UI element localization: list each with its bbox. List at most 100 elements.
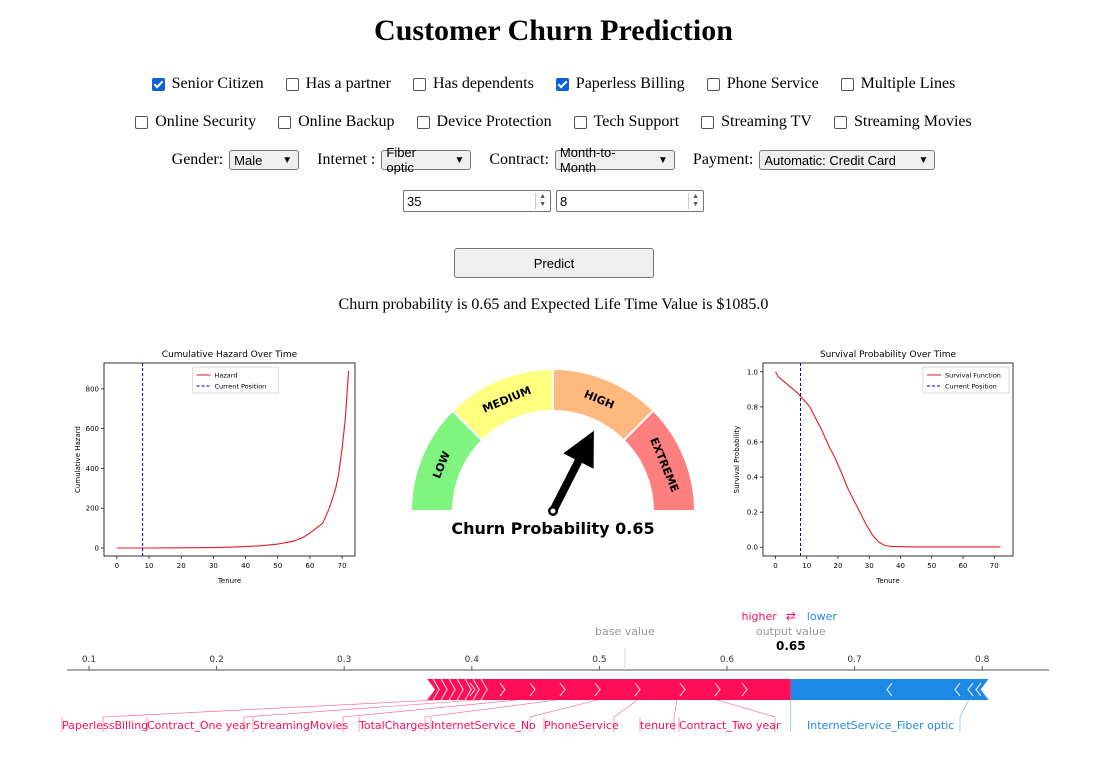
internet-label: Internet : xyxy=(317,151,376,168)
checkbox-box[interactable] xyxy=(833,115,847,129)
gauge-needle xyxy=(549,430,594,513)
y-tick-label: 0.8 xyxy=(747,403,758,411)
contract-label: Contract: xyxy=(489,151,549,168)
result-text: Churn probability is 0.65 and Expected L… xyxy=(338,296,769,313)
x-tick-label: 30 xyxy=(209,562,218,570)
checkbox-tech-support[interactable]: Tech Support xyxy=(573,113,680,131)
force-axis-tick-label: 0.6 xyxy=(720,655,735,665)
checkbox-label: Senior Citizen xyxy=(171,75,264,92)
force-axis-tick-label: 0.1 xyxy=(82,655,96,665)
x-tick-label: 50 xyxy=(273,562,282,570)
contract-select[interactable]: Month-to-Month ▼ xyxy=(554,145,675,175)
gauge-band-extreme xyxy=(622,409,697,512)
y-axis-label: Survival Probability xyxy=(733,426,741,493)
force-feature-label: tenure xyxy=(640,719,676,732)
predict-button[interactable]: Predict xyxy=(454,248,654,278)
spinner-icon[interactable]: ▲ ▼ xyxy=(688,193,699,209)
force-chevron xyxy=(679,682,686,697)
checkbox-senior-citizen[interactable]: Senior Citizen xyxy=(151,75,264,93)
lower-label: lower xyxy=(807,610,838,623)
force-axis-tick-label: 0.3 xyxy=(337,655,351,665)
checkbox-paperless-billing[interactable]: Paperless Billing xyxy=(555,75,685,93)
checkbox-box[interactable] xyxy=(701,115,715,129)
series-line xyxy=(775,371,1001,548)
payment-select[interactable]: Automatic: Credit Card ▼ xyxy=(759,150,936,170)
checkbox-box[interactable] xyxy=(555,77,569,91)
checkbox-device-protection[interactable]: Device Protection xyxy=(416,113,552,131)
gauge-label: Churn Probability 0.65 xyxy=(451,519,654,538)
force-bar-negative xyxy=(790,679,989,700)
checkbox-box[interactable] xyxy=(151,77,165,91)
force-chevron xyxy=(529,682,536,697)
force-chevron xyxy=(432,678,440,701)
tenure-input[interactable]: 8 ▲ ▼ xyxy=(556,190,704,212)
x-tick-label: 0 xyxy=(115,562,119,570)
chart-title: Cumulative Hazard Over Time xyxy=(162,350,298,360)
force-chevron xyxy=(559,682,566,697)
force-feature-label: InternetService_No xyxy=(431,719,536,732)
checkbox-label: Paperless Billing xyxy=(575,75,685,92)
force-feature-label: TotalCharges xyxy=(358,719,430,732)
chart-title: Survival Probability Over Time xyxy=(820,350,957,360)
checkbox-box[interactable] xyxy=(840,77,854,91)
checkbox-online-backup[interactable]: Online Backup xyxy=(278,113,395,131)
force-feature-label: Contract_One year xyxy=(147,719,251,732)
checkbox-label: Streaming Movies xyxy=(853,113,972,130)
checkbox-label: Device Protection xyxy=(436,113,552,130)
contract-value: Month-to-Month xyxy=(559,145,616,175)
internet-select[interactable]: Fiber optic ▼ xyxy=(381,145,472,175)
gender-select[interactable]: Male ▼ xyxy=(229,150,300,170)
chevron-down-icon: ▼ xyxy=(454,154,465,166)
y-axis-label: Cumulative Hazard xyxy=(74,426,82,493)
checkbox-label: Tech Support xyxy=(593,113,680,130)
force-chevron xyxy=(634,682,641,697)
checkbox-box[interactable] xyxy=(135,115,149,129)
checkbox-has-dependents[interactable]: Has dependents xyxy=(412,75,534,93)
checkbox-online-security[interactable]: Online Security xyxy=(135,113,256,131)
checkbox-streaming-tv[interactable]: Streaming TV xyxy=(701,113,812,131)
checkbox-row-1: Senior Citizen Has a partner Has dependent… xyxy=(0,75,1107,93)
force-chevron xyxy=(472,678,480,701)
checkbox-box[interactable] xyxy=(416,115,430,129)
chevron-down-icon: ▼ xyxy=(282,154,293,166)
checkbox-phone-service[interactable]: Phone Service xyxy=(706,75,819,93)
checkbox-label: Has a partner xyxy=(305,75,391,92)
legend-box xyxy=(922,366,1010,394)
select-row: Gender: Male ▼ Internet : Fiber optic ▼ Co… xyxy=(0,145,1107,175)
gauge-needle-center xyxy=(550,508,556,514)
internet-value: Fiber optic xyxy=(386,145,416,175)
checkbox-has-a-partner[interactable]: Has a partner xyxy=(285,75,391,93)
force-connector xyxy=(424,699,558,732)
force-feature-label: InternetService_Fiber optic xyxy=(807,719,954,732)
force-axis-tick-label: 0.4 xyxy=(465,655,480,665)
gender-value: Male xyxy=(234,152,263,168)
force-chevron xyxy=(975,682,982,697)
checkbox-box[interactable] xyxy=(706,77,720,91)
checkbox-label: Multiple Lines xyxy=(860,75,956,92)
legend-label: Current Position xyxy=(215,383,267,391)
force-connector xyxy=(613,699,638,732)
checkbox-box[interactable] xyxy=(573,115,587,129)
force-connector xyxy=(673,699,678,732)
checkbox-box[interactable] xyxy=(285,77,299,91)
output-value-label: output value xyxy=(756,625,826,638)
payment-value: Automatic: Credit Card xyxy=(764,152,896,168)
force-chevron xyxy=(464,678,472,701)
monthly-charges-input[interactable]: 35 ▲ ▼ xyxy=(403,190,551,212)
force-feature-label: PhoneService xyxy=(544,719,619,732)
checkbox-box[interactable] xyxy=(412,77,426,91)
checkbox-streaming-movies[interactable]: Streaming Movies xyxy=(833,113,972,131)
checkbox-box[interactable] xyxy=(278,115,292,129)
x-tick-label: 0 xyxy=(773,562,777,570)
plot-frame xyxy=(762,362,1014,557)
force-chevron xyxy=(448,678,456,701)
x-tick-label: 60 xyxy=(305,562,314,570)
chevron-down-icon: ▼ xyxy=(918,154,929,166)
y-tick-label: 600 xyxy=(86,425,99,433)
spinner-icon[interactable]: ▲ ▼ xyxy=(535,193,546,209)
checkbox-multiple-lines[interactable]: Multiple Lines xyxy=(840,75,956,93)
x-axis-label: Tenure xyxy=(875,577,899,585)
page-title: Customer Churn Prediction xyxy=(374,14,733,47)
y-tick-label: 400 xyxy=(86,465,99,473)
